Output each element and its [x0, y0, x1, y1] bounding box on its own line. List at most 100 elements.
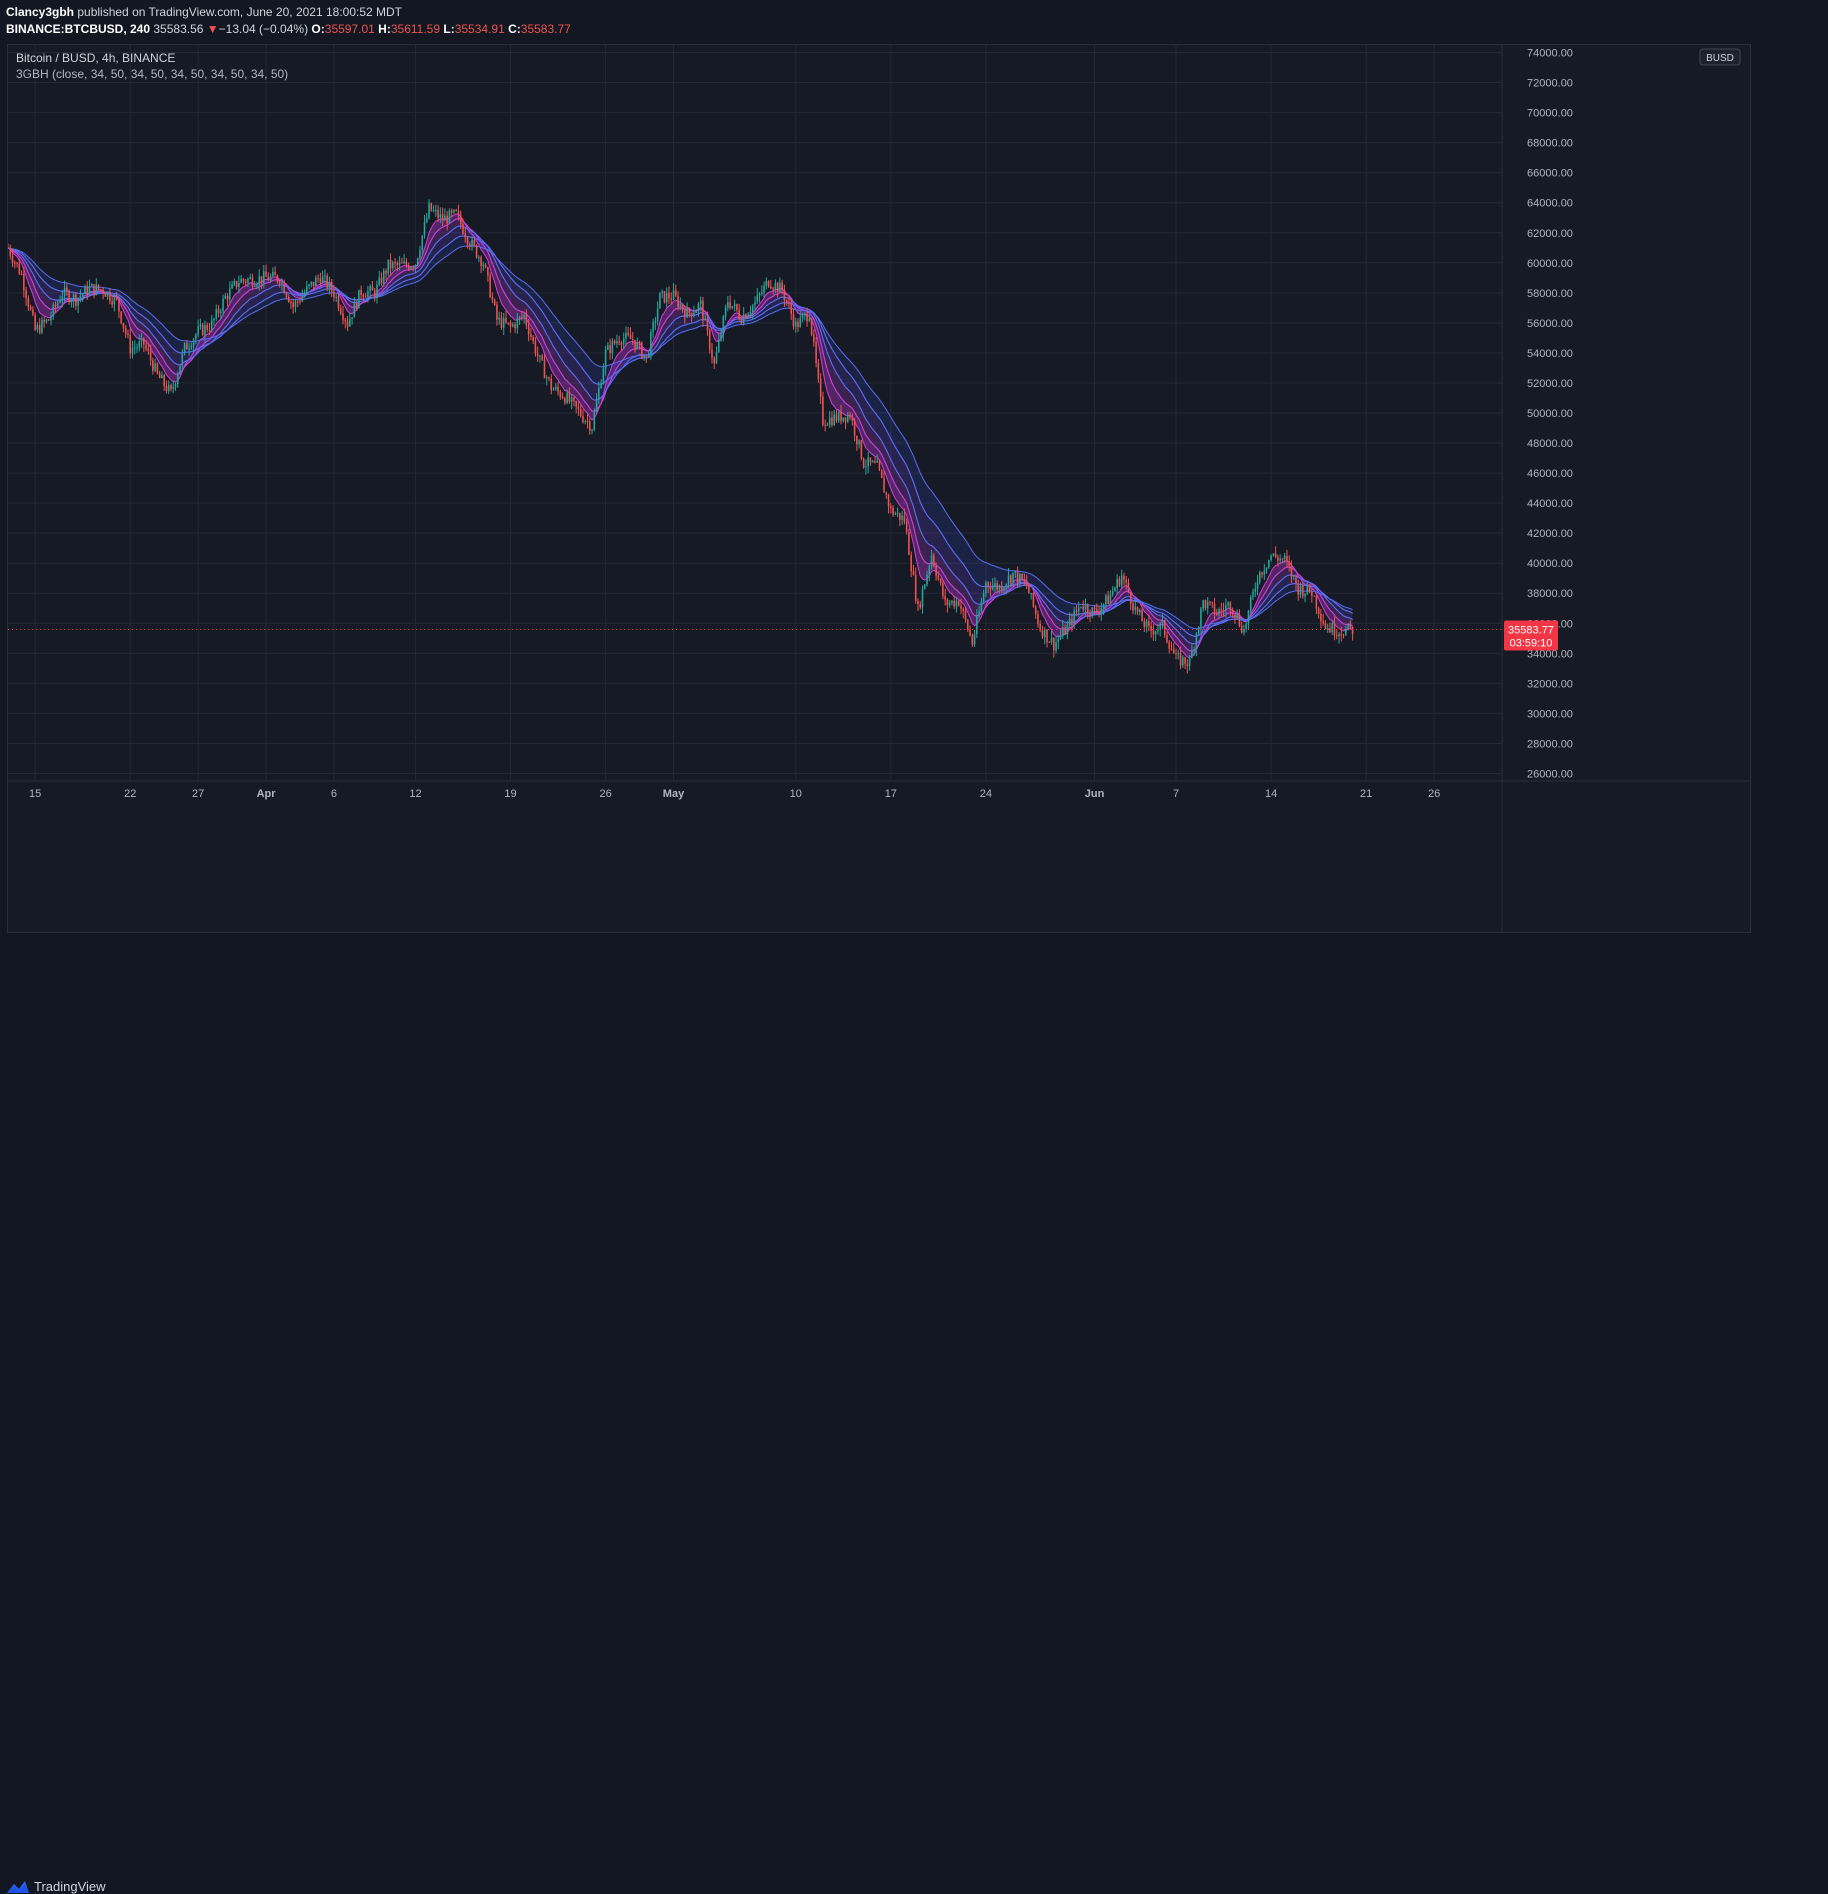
candle-body [416, 258, 419, 265]
candle-body [167, 384, 170, 392]
candle-body [509, 322, 512, 327]
candle-body [122, 323, 125, 328]
x-tick-label: 19 [504, 788, 516, 800]
y-tick-label: 64000.00 [1527, 198, 1573, 210]
open-value: 35597.01 [324, 22, 375, 36]
candle-body [1043, 629, 1046, 638]
candle-body [272, 271, 274, 277]
time-axis[interactable]: 15 22 27 Apr 6 12 19 26 May 10 17 24 Jun 7 14 21 26 [8, 780, 1750, 800]
candle-body [324, 275, 326, 277]
candle-body [1231, 609, 1234, 615]
candle-body [862, 458, 865, 468]
candle-body [197, 326, 199, 335]
candle-body [428, 203, 430, 218]
candle-body [1034, 606, 1037, 614]
candle-body [1150, 625, 1152, 631]
candle-body [140, 338, 143, 342]
candle-body [389, 259, 392, 269]
candle-body [335, 296, 338, 298]
symbol-line[interactable]: BINANCE:BTCBUSD, 240 [6, 22, 151, 36]
y-tick-label: 74000.00 [1527, 48, 1573, 60]
tradingview-logo-icon[interactable] [6, 1880, 30, 1894]
candle-body [1193, 649, 1195, 651]
candle-body [371, 286, 374, 291]
currency-label: BUSD [1706, 53, 1734, 64]
candle-body [516, 318, 519, 329]
candle-body [828, 417, 831, 425]
candle-body [274, 271, 276, 276]
candle-body [890, 506, 892, 508]
candle-body [473, 239, 476, 246]
candle-body [555, 386, 557, 390]
candle-body [704, 318, 706, 321]
candle-body [154, 363, 156, 371]
x-tick-label: 10 [790, 788, 802, 800]
candle-body [75, 294, 77, 306]
candle-body [579, 409, 582, 417]
candle-body [100, 289, 102, 291]
candle-body [385, 270, 387, 274]
candle-body [1204, 600, 1207, 609]
candle-body [181, 352, 184, 366]
candle-body [131, 347, 134, 354]
candle-body [1279, 558, 1281, 561]
chart-panel[interactable]: 26000.00 28000.00 30000.00 32000.00 34000.00… [7, 44, 1751, 933]
candle-body [337, 296, 340, 309]
candle-body [360, 289, 362, 296]
candle-body [679, 304, 682, 307]
candle-body [1170, 648, 1173, 650]
price-axis[interactable]: 26000.00 28000.00 30000.00 32000.00 34000.00… [1501, 45, 1750, 932]
candle-body [362, 295, 365, 297]
candle-body [419, 250, 421, 259]
candle-body [840, 411, 842, 422]
candle-body [994, 583, 996, 586]
open-label: O: [311, 22, 325, 36]
candle-body [822, 396, 824, 425]
candle-body [1218, 609, 1220, 615]
candle-body [629, 334, 632, 340]
candle-body [1179, 653, 1182, 666]
candle-body [650, 331, 652, 355]
candle-body [1270, 555, 1272, 560]
candle-body [1132, 603, 1134, 611]
candle-body [464, 233, 467, 238]
candle-body [946, 599, 949, 606]
candle-body [815, 341, 817, 364]
y-tick-label: 70000.00 [1527, 108, 1573, 120]
candle-body [810, 318, 813, 335]
candle-body [738, 310, 740, 319]
candle-body [1166, 635, 1168, 642]
close-label: C: [508, 22, 521, 36]
price-chart[interactable]: 26000.00 28000.00 30000.00 32000.00 34000.00… [7, 45, 1750, 932]
candle-body [892, 507, 894, 515]
candle-body [1297, 583, 1300, 595]
candle-body [813, 334, 815, 342]
candle-body [876, 460, 879, 463]
candle-body [403, 261, 405, 264]
candle-body [172, 387, 175, 390]
candle-body [1021, 574, 1023, 580]
candle-body [18, 263, 21, 274]
candle-body [219, 311, 222, 314]
candle-body [430, 203, 433, 211]
candle-body [1003, 587, 1005, 591]
candle-body [656, 308, 659, 322]
candle-body [1313, 595, 1315, 597]
candle-body [740, 318, 743, 324]
candle-body [883, 477, 885, 493]
candle-body [770, 286, 772, 289]
candle-body [643, 355, 645, 359]
candle-body [1302, 585, 1304, 597]
candle-body [1177, 653, 1180, 655]
author-name[interactable]: Clancy3gbh [6, 5, 75, 19]
candle-body [1057, 638, 1060, 642]
candle-body [1075, 610, 1078, 612]
candle-body [247, 278, 249, 283]
ribbon-line [7, 225, 1353, 645]
candle-body [790, 304, 793, 315]
candle-body [113, 296, 116, 305]
candle-body [306, 286, 308, 293]
candle-body [939, 578, 942, 584]
candle-body [856, 435, 858, 445]
footer-brand[interactable]: TradingView [34, 1879, 106, 1894]
